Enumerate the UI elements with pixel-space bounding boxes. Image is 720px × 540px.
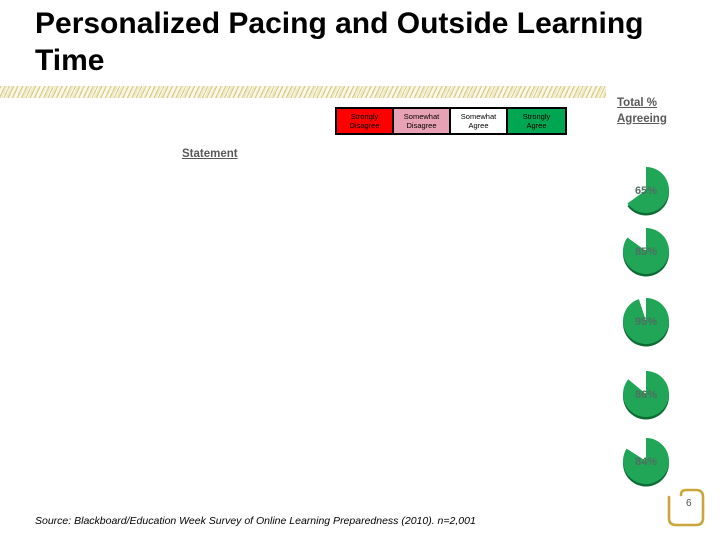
pie-wedge <box>623 371 670 417</box>
pie-value-label: 65% <box>635 185 657 197</box>
legend-cell-somewhat-disagree: Somewhat Disagree <box>394 109 451 133</box>
pie-value-label: 86% <box>635 389 657 401</box>
pie-wedge <box>623 298 670 344</box>
pie-value-label: 84% <box>635 456 657 468</box>
legend-cell-strongly-agree: Strongly Agree <box>508 109 565 133</box>
pie-wedge <box>627 167 669 213</box>
pie-wedge <box>622 228 669 274</box>
source-citation: Source: Blackboard/Education Week Survey… <box>35 515 476 527</box>
slide-title: Personalized Pacing and Outside Learning… <box>35 7 644 77</box>
legend-cell-somewhat-agree: Somewhat Agree <box>451 109 508 133</box>
pie-wedge <box>623 438 670 484</box>
page-number: 6 <box>686 498 692 509</box>
legend-cell-strongly-disagree: Strongly Disagree <box>337 109 394 133</box>
pie-chart-row-5: 84% <box>623 438 670 487</box>
decorative-hatched-divider <box>0 86 606 98</box>
response-legend-table: Strongly Disagree Somewhat Disagree Some… <box>335 107 567 135</box>
pie-value-label: 95% <box>635 316 657 328</box>
page-number-bracket-icon <box>667 488 705 527</box>
statement-header: Statement <box>182 148 238 160</box>
pie-chart-row-4: 86% <box>623 371 670 420</box>
total-percent-agreeing-header: Total % Agreeing <box>617 97 667 125</box>
pie-chart-row-2: 85% <box>622 228 669 277</box>
pie-chart-row-3: 95% <box>623 298 670 347</box>
pie-chart-row-1: 65% <box>627 167 669 216</box>
pie-value-label: 85% <box>635 246 657 258</box>
